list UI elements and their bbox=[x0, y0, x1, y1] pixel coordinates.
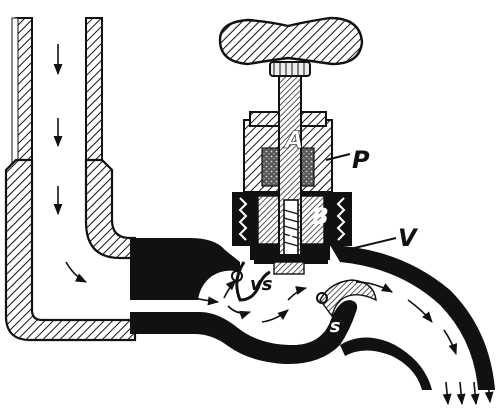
label-v: V bbox=[398, 224, 419, 252]
eddy-circle-left bbox=[231, 270, 243, 282]
valve-washer bbox=[254, 254, 328, 275]
flow-arrow bbox=[407, 299, 433, 323]
flow-arrow bbox=[177, 293, 220, 306]
labels: A P B c V vs vs bbox=[250, 126, 419, 337]
flow-arrow bbox=[456, 381, 466, 406]
valve-seat bbox=[231, 261, 328, 304]
flow-arrow bbox=[261, 309, 289, 323]
label-vs-lower: vs bbox=[318, 316, 341, 337]
flow-arrow bbox=[65, 261, 88, 283]
flow-arrow bbox=[287, 286, 308, 301]
label-a: A bbox=[283, 126, 304, 154]
eddy-circle-right bbox=[316, 292, 328, 304]
flow-arrow bbox=[442, 381, 452, 406]
leader-lines bbox=[325, 153, 397, 253]
flow-arrow bbox=[470, 381, 480, 406]
label-b: B bbox=[312, 205, 329, 230]
flow-arrow bbox=[223, 279, 237, 299]
valve-body bbox=[130, 238, 495, 390]
label-p: P bbox=[352, 146, 370, 174]
flow-arrows bbox=[53, 44, 494, 406]
flow-arrow bbox=[227, 305, 252, 320]
leader-line-p bbox=[325, 153, 351, 161]
valve-stem bbox=[278, 75, 302, 273]
flow-arrow bbox=[355, 281, 393, 293]
leader-line-v bbox=[337, 237, 397, 253]
supply-pipe bbox=[11, 17, 103, 169]
label-c: c bbox=[288, 230, 297, 246]
flow-arrow bbox=[484, 379, 494, 404]
handle[interactable] bbox=[218, 16, 364, 77]
label-vs-upper: vs bbox=[250, 274, 273, 295]
elbow-fitting bbox=[4, 158, 137, 342]
flow-arrow bbox=[443, 329, 458, 356]
